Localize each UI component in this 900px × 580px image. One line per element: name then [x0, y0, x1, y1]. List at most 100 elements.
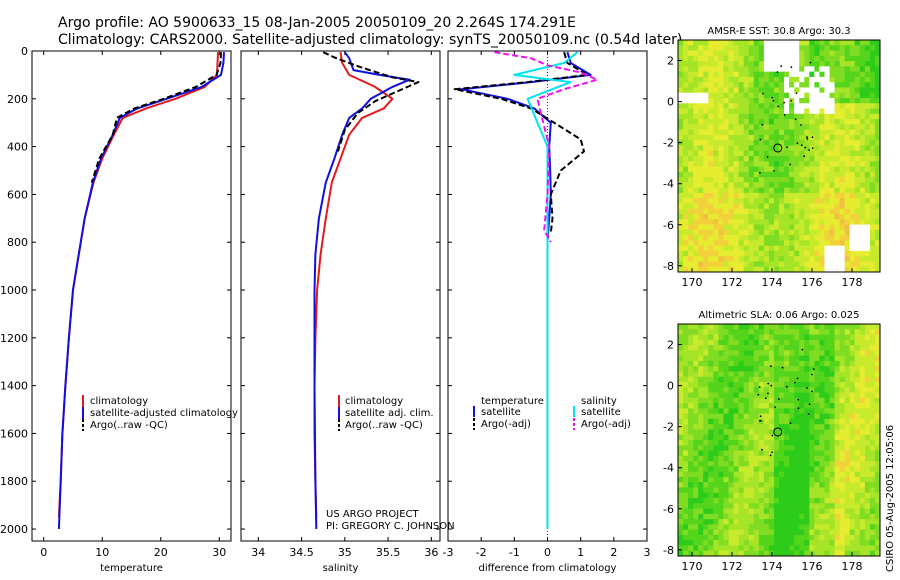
map-cell: [723, 145, 729, 152]
map-cell: [874, 50, 881, 57]
map-cell: [834, 513, 840, 520]
map-cell: [864, 98, 871, 104]
map-cell: [874, 261, 881, 268]
map-cell: [789, 324, 795, 330]
map-cell: [859, 156, 866, 162]
map-cell: [854, 113, 861, 120]
map-cell: [753, 403, 760, 409]
map-cell: [718, 397, 724, 404]
map-cell: [859, 424, 866, 430]
map-cell: [758, 198, 765, 204]
map-cell: [814, 408, 820, 415]
map-cell: [753, 492, 760, 499]
map-cell: [693, 329, 699, 335]
map-cell: [839, 192, 846, 199]
map-cell: [824, 376, 830, 383]
map-cell: [698, 545, 704, 552]
map-cell: [763, 66, 770, 73]
map-cell: [763, 482, 770, 488]
map-cell: [698, 161, 704, 167]
map-cell: [678, 519, 684, 525]
map-cell: [814, 140, 820, 146]
map-cell: [698, 82, 704, 88]
map-cell: [698, 76, 704, 83]
map-cell: [758, 187, 765, 194]
map-cell: [804, 434, 810, 441]
map-cell: [829, 524, 835, 531]
map-cell: [768, 45, 775, 51]
map-cell: [824, 545, 830, 552]
map-cell: [864, 366, 871, 372]
map-cell: [864, 487, 871, 494]
map-cell: [728, 403, 734, 409]
map-cell: [738, 418, 745, 425]
map-cell: [784, 145, 790, 152]
map-cell: [683, 40, 689, 46]
map-cell: [869, 103, 876, 109]
map-cell: [683, 113, 689, 120]
map-cell: [829, 329, 835, 335]
map-cell: [804, 182, 810, 189]
map-cell: [874, 476, 881, 483]
map-cell: [844, 108, 851, 115]
map-cell: [748, 360, 755, 367]
map-cell: [794, 534, 800, 541]
map-cell: [844, 145, 851, 152]
map-cell: [834, 192, 840, 199]
map-cell: [824, 498, 830, 504]
map-cell: [763, 403, 770, 409]
map-cell: [869, 76, 876, 83]
y-tick-label: 800: [7, 236, 28, 249]
map-cell: [763, 329, 770, 335]
map-cell: [763, 345, 770, 351]
map-cell: [854, 355, 861, 362]
map-cell: [824, 360, 830, 367]
map-cell: [854, 534, 861, 541]
map-cell: [753, 545, 760, 552]
map-cell: [834, 413, 840, 420]
map-cell: [804, 250, 810, 257]
map-cell: [683, 208, 689, 215]
map-cell: [678, 455, 684, 462]
map-cell: [698, 324, 704, 330]
track-dot: [789, 163, 792, 166]
map-cell: [819, 119, 825, 125]
map-cell: [804, 334, 810, 341]
map-cell: [834, 429, 840, 436]
map-cell: [753, 482, 760, 488]
map-cell: [718, 445, 724, 451]
map-cell: [758, 92, 765, 99]
map-cell: [864, 166, 871, 173]
map-cell: [768, 76, 775, 83]
map-cell: [839, 424, 846, 430]
map-cell: [708, 266, 714, 273]
map-cell: [748, 339, 755, 346]
map-cell: [789, 513, 795, 520]
map-cell: [784, 87, 790, 94]
map-cell: [758, 461, 765, 467]
map-cell: [733, 214, 739, 220]
map-cell: [773, 266, 780, 273]
map-cell: [713, 192, 719, 199]
x-axis-label: salinity: [323, 563, 359, 574]
map-cell: [789, 76, 795, 83]
map-cell: [814, 397, 820, 404]
map-cell: [834, 166, 840, 173]
y-tick-label: 2000: [0, 523, 28, 536]
track-dot: [780, 65, 783, 67]
map-cell: [869, 124, 876, 131]
map-cell: [869, 508, 876, 515]
map-cell: [814, 113, 820, 120]
map-cell: [814, 371, 820, 378]
map-cell: [864, 324, 871, 330]
map-cell: [693, 171, 699, 178]
map-cell: [799, 203, 805, 210]
map-cell: [763, 192, 770, 199]
map-cell: [718, 534, 724, 541]
map-cell: [819, 182, 825, 189]
map-cell: [758, 418, 765, 425]
map-cell: [703, 329, 709, 335]
map-cell: [779, 198, 785, 204]
map-cell: [748, 171, 755, 178]
map-cell: [733, 261, 739, 268]
